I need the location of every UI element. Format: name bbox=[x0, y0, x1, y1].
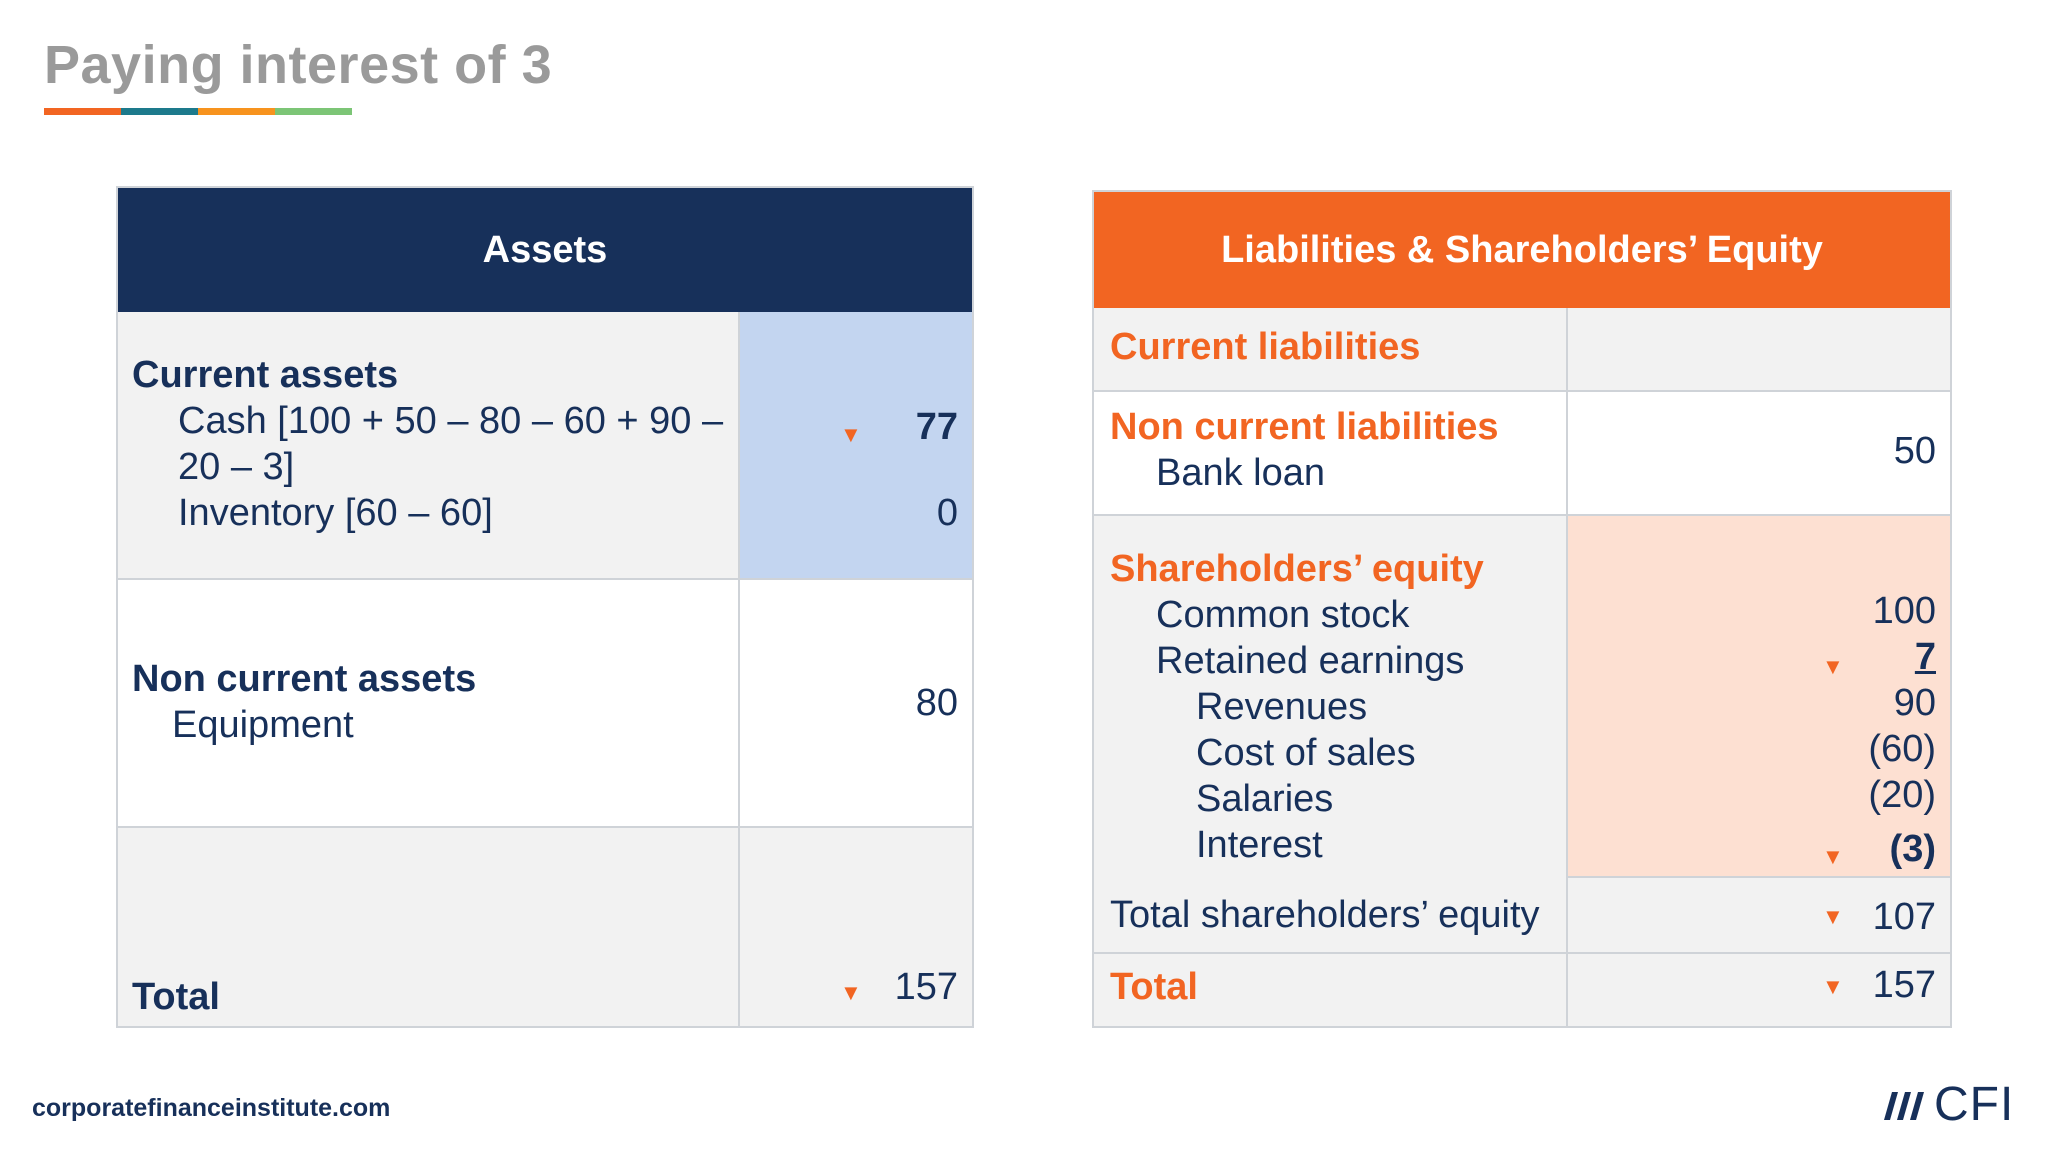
liabilities-total-label-cell bbox=[1094, 952, 1566, 1026]
down-arrow-icon: ▼ bbox=[1822, 844, 1844, 869]
equity-value-cell bbox=[1566, 514, 1950, 876]
cash-label-line1: Cash [100 + 50 – 80 – 60 + 90 – bbox=[178, 400, 724, 442]
assets-total-label-cell bbox=[118, 826, 738, 1026]
down-arrow-icon: ▼ bbox=[840, 422, 862, 447]
grid-line bbox=[118, 826, 972, 828]
common-stock-value: 100 bbox=[1872, 590, 1936, 632]
equity-label-cell bbox=[1094, 514, 1566, 952]
down-arrow-icon: ▼ bbox=[1822, 654, 1844, 679]
grid-line bbox=[1094, 390, 1950, 392]
grid-line bbox=[1094, 952, 1950, 954]
current-liabilities-label-cell bbox=[1094, 308, 1566, 390]
down-arrow-icon: ▼ bbox=[840, 980, 862, 1005]
equipment-label: Equipment bbox=[172, 704, 354, 746]
bank-loan-label: Bank loan bbox=[1156, 452, 1326, 494]
liabilities-total-label: Total bbox=[1110, 966, 1198, 1008]
current-assets-label-cell bbox=[118, 312, 738, 578]
current-assets-value-cell bbox=[738, 312, 972, 578]
underline-segment bbox=[44, 108, 121, 115]
grid-line bbox=[118, 578, 972, 580]
non-current-assets-heading: Non current assets bbox=[132, 658, 477, 700]
cost-of-sales-label: Cost of sales bbox=[1196, 732, 1416, 774]
assets-header-label: Assets bbox=[482, 228, 608, 271]
down-arrow-icon: ▼ bbox=[1822, 974, 1844, 999]
grid-line bbox=[1566, 308, 1568, 1026]
bank-loan-value: 50 bbox=[1893, 430, 1936, 472]
revenues-label: Revenues bbox=[1196, 686, 1368, 728]
cash-label-line2: 20 – 3] bbox=[178, 446, 295, 488]
footer-url[interactable]: corporatefinanceinstitute.com bbox=[32, 1094, 391, 1122]
interest-label: Interest bbox=[1196, 824, 1323, 866]
common-stock-label: Common stock bbox=[1156, 594, 1410, 636]
current-assets-heading: Current assets bbox=[132, 354, 399, 396]
current-liabilities-value-cell bbox=[1566, 308, 1950, 390]
non-current-liabilities-value-cell bbox=[1566, 390, 1950, 514]
retained-earnings-value: 7 bbox=[1914, 636, 1936, 678]
assets-header: Assets bbox=[118, 188, 972, 312]
liabilities-total-value-cell bbox=[1566, 952, 1950, 1026]
cost-of-sales-value: (60) bbox=[1868, 728, 1936, 770]
retained-earnings-label: Retained earnings bbox=[1156, 640, 1465, 682]
total-equity-label: Total shareholders’ equity bbox=[1110, 894, 1540, 936]
underline-segment bbox=[198, 108, 275, 115]
current-liabilities-heading: Current liabilities bbox=[1110, 326, 1421, 368]
assets-table: Assets Current assets Cash [100 + 50 – 8… bbox=[116, 186, 974, 1028]
equipment-value: 80 bbox=[915, 682, 958, 724]
page-title: Paying interest of 3 bbox=[44, 35, 553, 95]
interest-value: (3) bbox=[1889, 828, 1936, 870]
underline-segment bbox=[275, 108, 352, 115]
cfi-logo-text: CFI bbox=[1934, 1077, 2015, 1131]
assets-total-value-cell bbox=[738, 826, 972, 1026]
inventory-label: Inventory [60 – 60] bbox=[178, 492, 493, 534]
total-equity-value: 107 bbox=[1872, 896, 1936, 938]
assets-total-value: 157 bbox=[894, 966, 958, 1008]
liabilities-table: Liabilities & Shareholders’ Equity Curre… bbox=[1092, 190, 1952, 1028]
title-underline bbox=[44, 108, 352, 115]
cfi-logo: CFI bbox=[1878, 1074, 2014, 1134]
grid-line bbox=[1566, 876, 1950, 878]
non-current-assets-label-cell bbox=[118, 578, 738, 826]
salaries-value: (20) bbox=[1868, 774, 1936, 816]
underline-segment bbox=[121, 108, 198, 115]
non-current-liabilities-heading: Non current liabilities bbox=[1110, 406, 1499, 448]
equity-heading: Shareholders’ equity bbox=[1110, 548, 1484, 590]
non-current-liabilities-label-cell bbox=[1094, 390, 1566, 514]
down-arrow-icon: ▼ bbox=[1822, 904, 1844, 929]
inventory-value: 0 bbox=[936, 492, 958, 534]
grid-line bbox=[738, 312, 740, 1026]
cash-value: 77 bbox=[915, 406, 958, 448]
total-equity-value-cell bbox=[1566, 876, 1950, 952]
grid-line bbox=[1094, 514, 1950, 516]
liabilities-total-value: 157 bbox=[1872, 964, 1936, 1006]
non-current-assets-value-cell bbox=[738, 578, 972, 826]
liabilities-header-label: Liabilities & Shareholders’ Equity bbox=[1221, 228, 1823, 271]
assets-total-label: Total bbox=[132, 976, 220, 1018]
revenues-value: 90 bbox=[1893, 682, 1936, 724]
liabilities-header: Liabilities & Shareholders’ Equity bbox=[1094, 192, 1950, 308]
salaries-label: Salaries bbox=[1196, 778, 1334, 820]
cfi-logo-icon bbox=[1884, 1092, 1924, 1120]
